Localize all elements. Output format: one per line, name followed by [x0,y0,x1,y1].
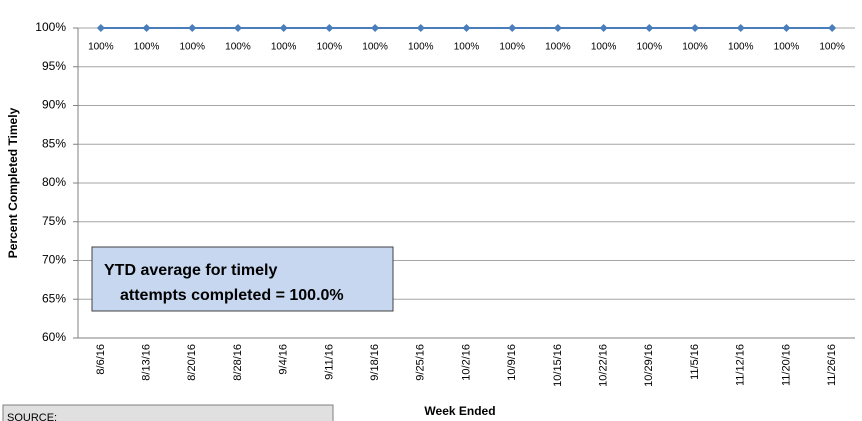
data-label: 100% [88,42,114,53]
data-point [645,24,654,32]
x-tick-label: 8/13/16 [140,344,152,381]
annotation-box [91,246,394,312]
data-label: 100% [225,42,251,53]
data-point [553,24,562,32]
data-label: 100% [179,42,205,53]
data-point [371,24,380,32]
x-tick-label: 11/5/16 [689,344,701,380]
x-tick-label: 10/29/16 [643,344,655,387]
data-label: 100% [545,42,571,53]
data-point [416,24,425,32]
data-label: 100% [317,42,343,53]
data-point [188,24,197,32]
data-label: 100% [499,42,525,53]
data-point [462,24,471,32]
source-label: SOURCE: [7,412,57,421]
x-axis-title: Week Ended [424,404,495,418]
y-tick-label: 80% [42,175,66,189]
data-point [782,24,791,32]
annotation-line: attempts completed = 100.0% [120,287,344,304]
x-tick-label: 9/18/16 [369,344,381,381]
x-tick-label: 10/9/16 [506,344,518,381]
data-point [142,24,151,32]
data-label: 100% [454,42,480,53]
y-tick-label: 65% [42,291,66,305]
x-tick-label: 10/15/16 [552,344,564,387]
data-point [736,24,745,32]
data-point [279,24,288,32]
x-tick-label: 9/11/16 [323,344,335,380]
annotation-line: YTD average for timely [104,262,278,279]
x-tick-label: 9/4/16 [278,344,290,375]
data-label: 100% [819,42,845,53]
x-tick-label: 8/6/16 [95,344,107,375]
y-tick-label: 100% [35,20,66,34]
y-tick-label: 85% [42,136,66,150]
x-tick-label: 10/2/16 [460,344,472,381]
data-label: 100% [271,42,297,53]
data-label: 100% [408,42,434,53]
y-tick-label: 75% [42,214,66,228]
data-label: 100% [637,42,663,53]
y-tick-label: 60% [42,330,66,344]
data-point [828,24,837,32]
data-label: 100% [591,42,617,53]
y-tick-label: 90% [42,98,66,112]
data-label: 100% [774,42,800,53]
x-tick-label: 8/28/16 [232,344,244,381]
y-axis-title: Percent Completed Timely [6,107,20,258]
data-point [691,24,700,32]
y-tick-label: 95% [42,59,66,73]
y-tick-label: 70% [42,253,66,267]
data-label: 100% [134,42,160,53]
data-point [233,24,242,32]
x-tick-label: 8/20/16 [186,344,198,381]
data-point [508,24,517,32]
x-tick-label: 11/20/16 [780,344,792,386]
data-point [599,24,608,32]
source-box [2,404,334,421]
data-label: 100% [728,42,754,53]
x-tick-label: 9/25/16 [415,344,427,381]
data-point [325,24,334,32]
data-point [96,24,105,32]
x-tick-label: 11/12/16 [735,344,747,386]
data-label: 100% [682,42,708,53]
data-label: 100% [362,42,388,53]
x-tick-label: 10/22/16 [598,344,610,387]
x-tick-label: 11/26/16 [826,344,838,386]
